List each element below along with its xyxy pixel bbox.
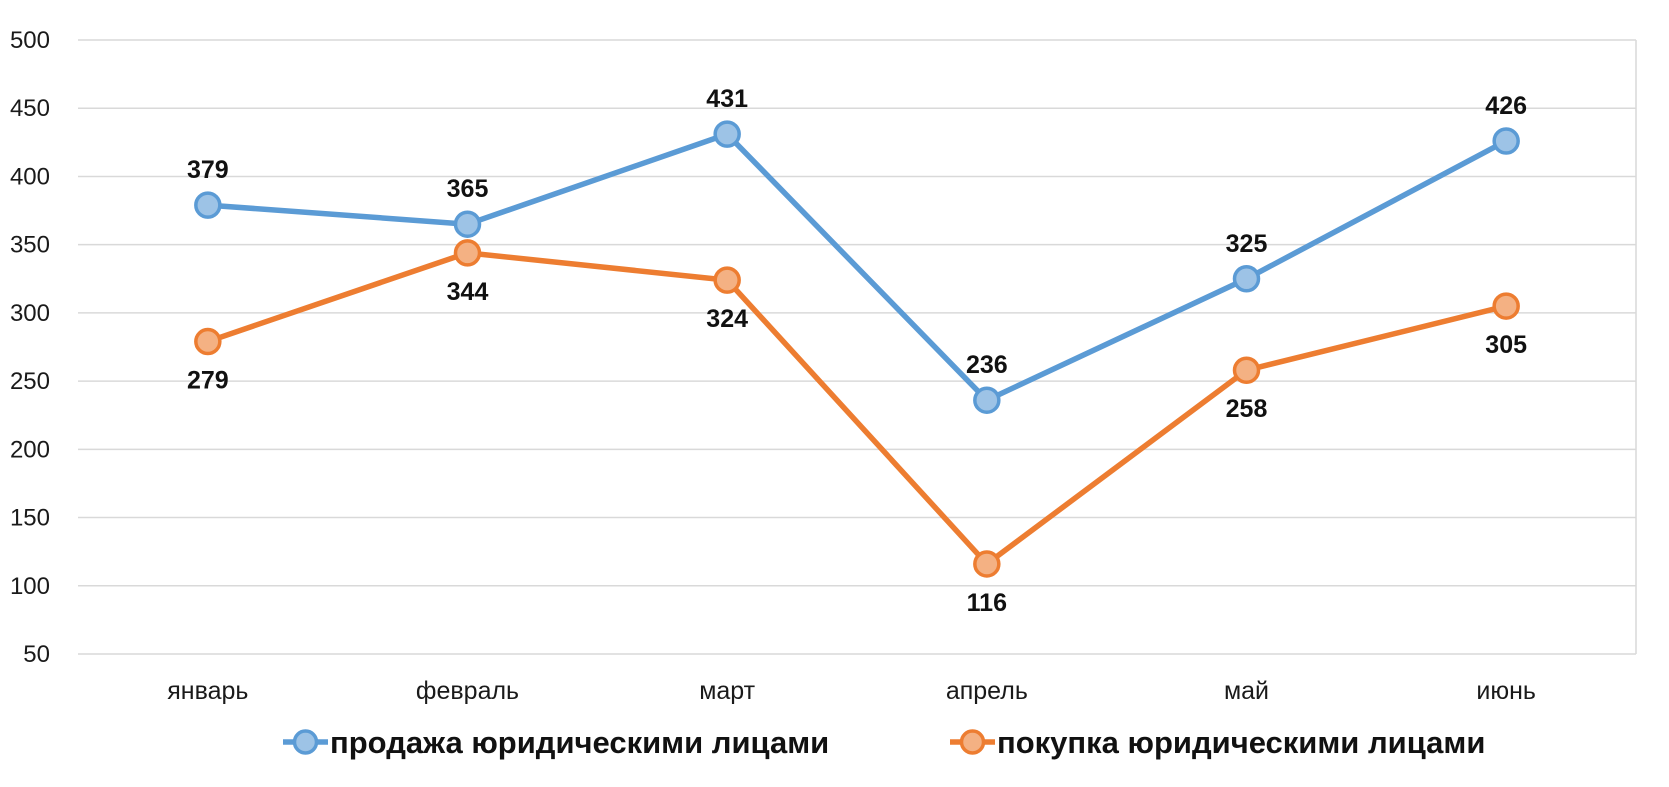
x-category-label: май (1224, 677, 1269, 705)
y-tick-label: 350 (10, 232, 50, 259)
data-point-marker (1232, 265, 1261, 293)
y-tick-label: 400 (10, 163, 50, 190)
gridlines (78, 39, 1637, 655)
data-point-marker (194, 191, 222, 219)
data-label: 365 (447, 175, 489, 203)
series-line-1 (205, 250, 1509, 567)
legend-label: покупка юридическими лицами (997, 725, 1485, 760)
legend-marker (292, 729, 319, 755)
data-label: 431 (706, 85, 748, 113)
y-tick-label: 150 (10, 505, 50, 532)
data-label: 324 (706, 305, 748, 333)
data-point-marker (1232, 356, 1261, 384)
data-point-marker (453, 239, 482, 267)
y-tick-label: 200 (10, 436, 50, 463)
data-point-marker (713, 266, 741, 294)
x-category-label: июнь (1476, 677, 1536, 705)
legend-label: продажа юридическими лицами (330, 725, 829, 760)
y-tick-label: 100 (10, 573, 50, 600)
data-point-marker (1492, 292, 1520, 320)
series-line-0 (205, 131, 1509, 403)
data-point-marker (1492, 127, 1520, 155)
y-axis-tick-labels: 50 100 150 200 250 300 350 400 450 500 (10, 27, 50, 668)
data-label: 344 (447, 278, 489, 306)
data-point-marker (973, 550, 1001, 578)
data-label: 426 (1485, 92, 1527, 120)
legend-marker (959, 729, 986, 755)
data-label: 116 (967, 589, 1007, 617)
x-category-label: февраль (416, 677, 519, 705)
data-point-marker (973, 386, 1001, 414)
legend: продажа юридическими лицами покупка юриди… (283, 725, 1485, 760)
data-label: 279 (187, 367, 229, 395)
data-label: 305 (1485, 331, 1527, 359)
data-point-marker (194, 327, 222, 356)
data-label: 325 (1226, 230, 1268, 258)
x-category-label: апрель (946, 677, 1028, 705)
x-category-label: март (699, 677, 755, 705)
y-tick-label: 300 (10, 300, 50, 327)
y-tick-label: 50 (23, 641, 50, 668)
data-point-marker (713, 120, 741, 148)
x-category-label: январь (167, 677, 248, 705)
data-labels: 379 365 431 236 325 426 279 344 324 116 258 305 (187, 85, 1527, 617)
data-label: 236 (966, 351, 1008, 379)
y-tick-label: 450 (10, 95, 50, 122)
series-lines (194, 120, 1520, 578)
data-label: 379 (187, 156, 229, 184)
data-label: 258 (1226, 395, 1268, 423)
data-point-marker (453, 210, 482, 238)
y-tick-label: 500 (10, 27, 50, 54)
x-axis-category-labels: январь февраль март апрель май июнь (167, 677, 1536, 705)
y-tick-label: 250 (10, 368, 50, 395)
